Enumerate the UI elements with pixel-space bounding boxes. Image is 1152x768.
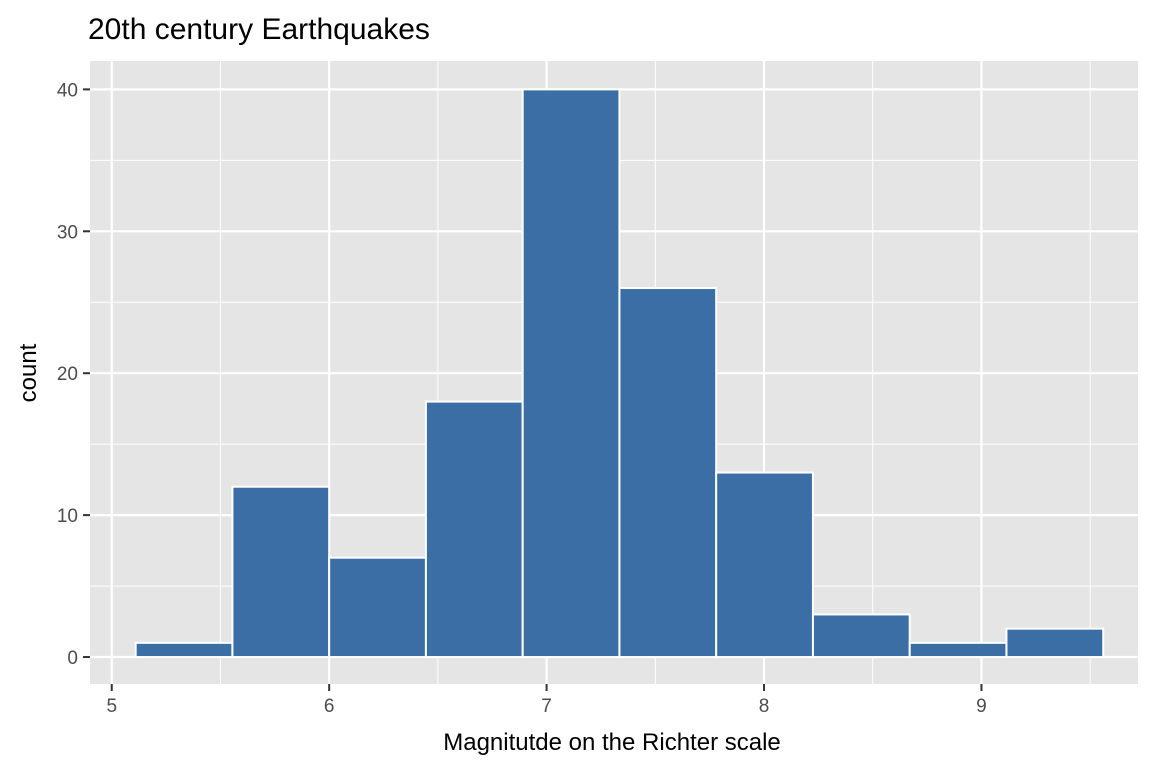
- x-axis-title: Magnitutde on the Richter scale: [443, 729, 781, 756]
- y-tick-label: 10: [57, 506, 78, 527]
- y-tick-label: 30: [57, 222, 78, 243]
- x-axis: 5 6 7 8 9: [106, 684, 987, 717]
- histogram-bar: [811, 613, 911, 659]
- histogram-bar: [715, 471, 814, 659]
- y-tick-label: 40: [57, 80, 78, 101]
- x-tick-label: 9: [976, 696, 987, 717]
- histogram-bar: [908, 641, 1008, 659]
- x-tick-label: 6: [324, 696, 335, 717]
- histogram-bars: [134, 88, 1105, 659]
- x-tick-label: 7: [541, 696, 552, 717]
- y-tick-label: 0: [67, 648, 78, 669]
- y-axis-title: count: [15, 343, 42, 402]
- y-tick-label: 20: [57, 364, 78, 385]
- histogram-bar: [521, 88, 621, 659]
- histogram-bar: [134, 641, 234, 659]
- histogram-bar: [328, 556, 427, 659]
- x-tick-label: 5: [106, 696, 117, 717]
- histogram-bar: [618, 287, 718, 659]
- chart-title: 20th century Earthquakes: [88, 13, 430, 46]
- histogram-bar: [1005, 627, 1105, 659]
- histogram-bar: [231, 485, 331, 659]
- x-tick-label: 8: [759, 696, 770, 717]
- y-axis: 0 10 20 30 40: [57, 80, 90, 669]
- histogram-bar: [424, 400, 524, 659]
